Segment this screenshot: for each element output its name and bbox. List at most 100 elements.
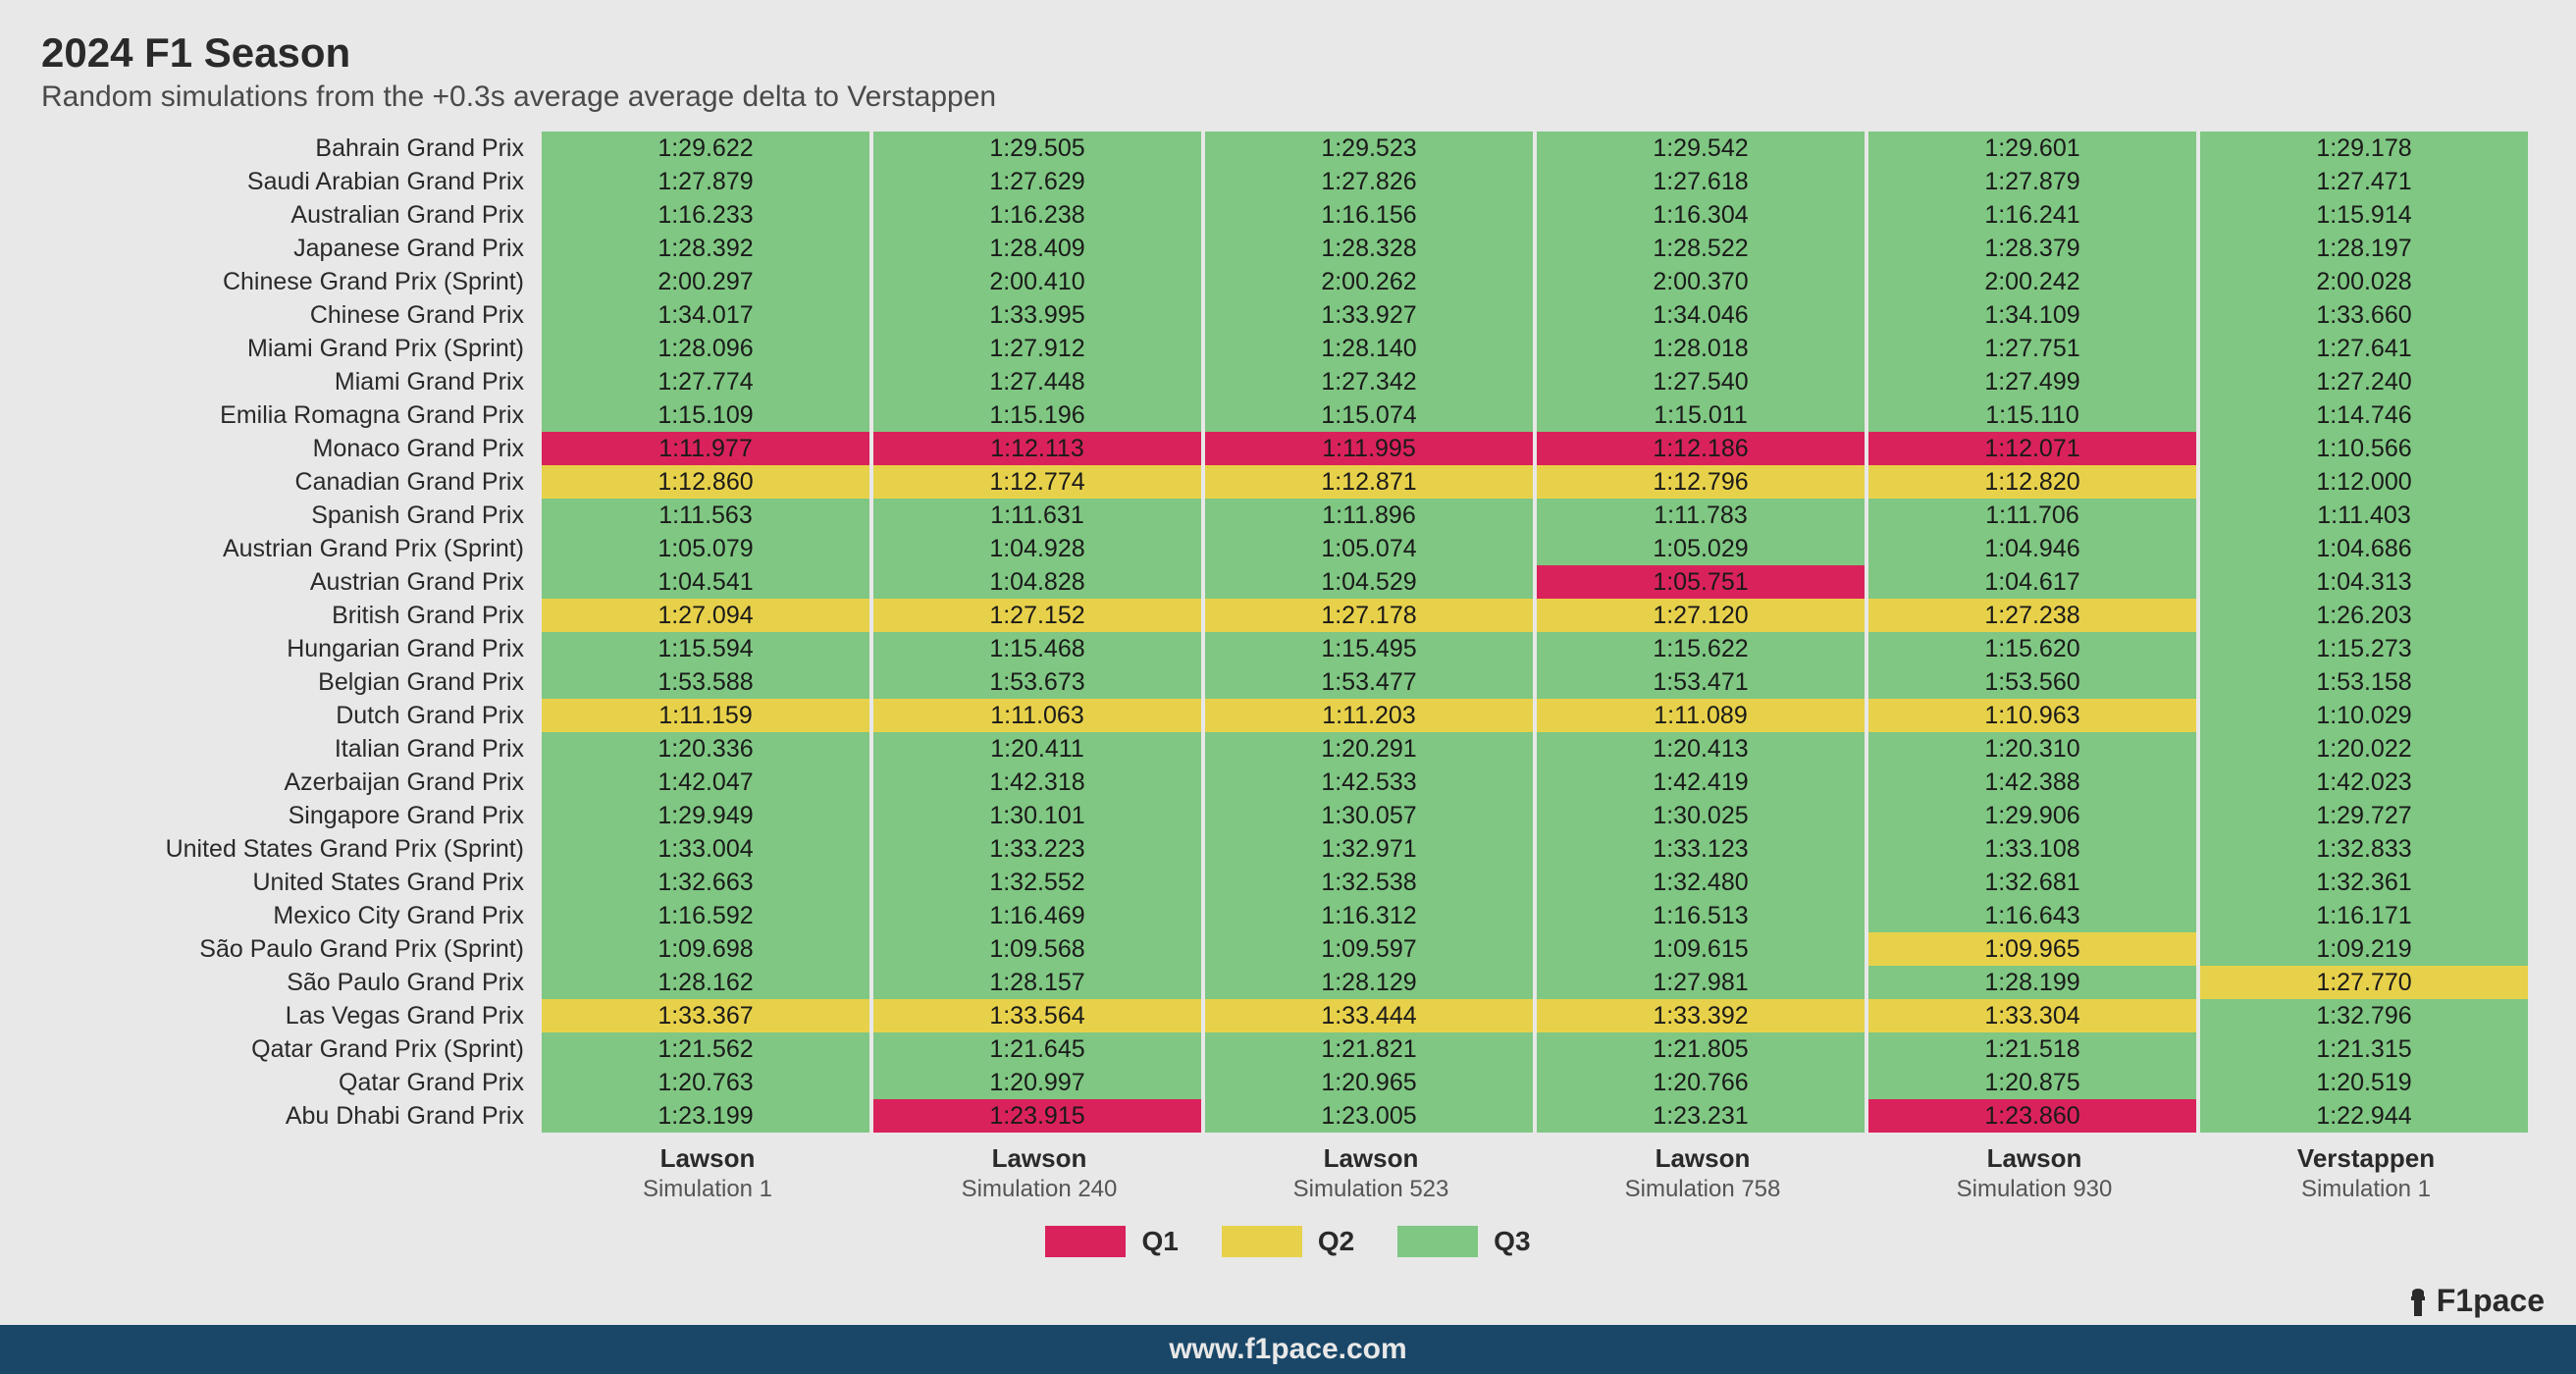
- time-cell: 1:10.963: [1868, 699, 2200, 732]
- brand-logo: F1pace: [2405, 1283, 2545, 1319]
- time-cell: 1:11.995: [1205, 432, 1537, 465]
- time-cell: 1:11.706: [1868, 499, 2200, 532]
- time-cell: 1:28.197: [2200, 232, 2532, 265]
- time-cell: 1:11.977: [542, 432, 873, 465]
- race-label: São Paulo Grand Prix: [41, 966, 542, 999]
- time-cell: 1:20.336: [542, 732, 873, 766]
- footer-bar: www.f1pace.com: [0, 1325, 2576, 1374]
- time-cell: 1:27.826: [1205, 165, 1537, 198]
- race-label: Chinese Grand Prix (Sprint): [41, 265, 542, 298]
- race-label: Japanese Grand Prix: [41, 232, 542, 265]
- race-label: Miami Grand Prix (Sprint): [41, 332, 542, 365]
- time-cell: 1:16.513: [1537, 899, 1868, 932]
- time-cell: 1:28.199: [1868, 966, 2200, 999]
- time-cell: 1:27.770: [2200, 966, 2532, 999]
- time-cell: 1:27.879: [542, 165, 873, 198]
- time-cell: 1:15.495: [1205, 632, 1537, 665]
- time-cell: 1:33.564: [873, 999, 1205, 1032]
- time-cell: 1:20.310: [1868, 732, 2200, 766]
- time-cell: 1:27.238: [1868, 599, 2200, 632]
- time-cell: 1:28.157: [873, 966, 1205, 999]
- column-header-sim: Simulation 930: [1868, 1175, 2200, 1204]
- time-cell: 1:12.820: [1868, 465, 2200, 499]
- time-cell: 1:09.568: [873, 932, 1205, 966]
- time-cell: 1:15.914: [2200, 198, 2532, 232]
- time-cell: 1:27.178: [1205, 599, 1537, 632]
- time-cell: 1:32.552: [873, 866, 1205, 899]
- race-label: Singapore Grand Prix: [41, 799, 542, 832]
- legend: Q1Q2Q3: [41, 1226, 2535, 1257]
- time-cell: 1:12.860: [542, 465, 873, 499]
- time-cell: 1:29.622: [542, 132, 873, 165]
- time-cell: 1:27.094: [542, 599, 873, 632]
- time-cell: 1:28.096: [542, 332, 873, 365]
- time-cell: 1:20.875: [1868, 1066, 2200, 1099]
- time-cell: 1:28.162: [542, 966, 873, 999]
- time-cell: 1:27.540: [1537, 365, 1868, 398]
- race-label: Abu Dhabi Grand Prix: [41, 1099, 542, 1133]
- time-cell: 1:20.997: [873, 1066, 1205, 1099]
- time-cell: 1:33.660: [2200, 298, 2532, 332]
- time-cell: 1:53.673: [873, 665, 1205, 699]
- time-cell: 1:23.005: [1205, 1099, 1537, 1133]
- time-cell: 1:27.751: [1868, 332, 2200, 365]
- time-cell: 1:33.927: [1205, 298, 1537, 332]
- time-cell: 1:15.109: [542, 398, 873, 432]
- legend-item: Q3: [1397, 1226, 1530, 1257]
- time-cell: 1:21.645: [873, 1032, 1205, 1066]
- time-cell: 1:20.413: [1537, 732, 1868, 766]
- time-cell: 1:30.025: [1537, 799, 1868, 832]
- time-cell: 1:04.828: [873, 565, 1205, 599]
- time-cell: 1:53.158: [2200, 665, 2532, 699]
- time-cell: 1:28.328: [1205, 232, 1537, 265]
- time-cell: 1:32.361: [2200, 866, 2532, 899]
- time-cell: 1:29.523: [1205, 132, 1537, 165]
- legend-label: Q3: [1494, 1226, 1530, 1257]
- time-cell: 1:23.860: [1868, 1099, 2200, 1133]
- column-header-driver: Lawson: [1537, 1142, 1868, 1175]
- time-cell: 1:27.240: [2200, 365, 2532, 398]
- race-label: British Grand Prix: [41, 599, 542, 632]
- time-cell: 1:20.022: [2200, 732, 2532, 766]
- time-cell: 1:15.011: [1537, 398, 1868, 432]
- time-cell: 1:10.029: [2200, 699, 2532, 732]
- column-header: LawsonSimulation 758: [1537, 1133, 1868, 1204]
- race-label: Azerbaijan Grand Prix: [41, 766, 542, 799]
- time-cell: 1:15.468: [873, 632, 1205, 665]
- race-label: Emilia Romagna Grand Prix: [41, 398, 542, 432]
- time-cell: 1:29.601: [1868, 132, 2200, 165]
- time-cell: 1:20.519: [2200, 1066, 2532, 1099]
- time-cell: 1:28.018: [1537, 332, 1868, 365]
- time-cell: 1:15.273: [2200, 632, 2532, 665]
- column-header: LawsonSimulation 1: [542, 1133, 873, 1204]
- time-cell: 1:28.392: [542, 232, 873, 265]
- race-label: United States Grand Prix: [41, 866, 542, 899]
- time-cell: 1:12.113: [873, 432, 1205, 465]
- time-cell: 1:12.186: [1537, 432, 1868, 465]
- time-cell: 1:28.129: [1205, 966, 1537, 999]
- race-label: Las Vegas Grand Prix: [41, 999, 542, 1032]
- time-cell: 1:27.342: [1205, 365, 1537, 398]
- footer-url: www.f1pace.com: [1169, 1333, 1406, 1366]
- time-cell: 1:09.615: [1537, 932, 1868, 966]
- time-cell: 1:21.562: [542, 1032, 873, 1066]
- time-cell: 1:23.231: [1537, 1099, 1868, 1133]
- time-cell: 1:21.805: [1537, 1032, 1868, 1066]
- time-cell: 1:12.774: [873, 465, 1205, 499]
- time-cell: 1:04.686: [2200, 532, 2532, 565]
- time-cell: 1:53.477: [1205, 665, 1537, 699]
- time-cell: 2:00.370: [1537, 265, 1868, 298]
- time-cell: 1:26.203: [2200, 599, 2532, 632]
- race-label: São Paulo Grand Prix (Sprint): [41, 932, 542, 966]
- column-header: LawsonSimulation 523: [1205, 1133, 1537, 1204]
- time-cell: 1:42.023: [2200, 766, 2532, 799]
- time-cell: 1:27.618: [1537, 165, 1868, 198]
- time-cell: 1:53.471: [1537, 665, 1868, 699]
- time-cell: 1:23.199: [542, 1099, 873, 1133]
- time-cell: 1:09.698: [542, 932, 873, 966]
- time-cell: 1:30.057: [1205, 799, 1537, 832]
- time-cell: 1:29.178: [2200, 132, 2532, 165]
- time-cell: 1:12.000: [2200, 465, 2532, 499]
- time-cell: 1:27.981: [1537, 966, 1868, 999]
- time-cell: 1:11.063: [873, 699, 1205, 732]
